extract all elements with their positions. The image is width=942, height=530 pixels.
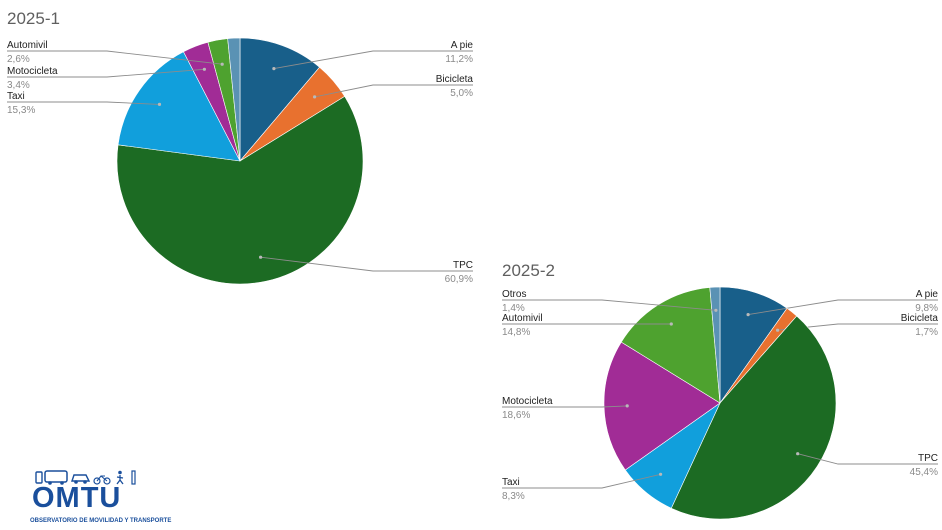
slice-value-tpc: 60,9% [445, 274, 473, 285]
leader-dot-tpc [796, 452, 800, 456]
leader-dot-automivil [220, 62, 224, 66]
leader-line-motocicleta [7, 68, 205, 78]
leader-line-taxi [502, 473, 661, 489]
leader-dot-motocicleta [202, 67, 206, 71]
leader-line-bicicleta [314, 84, 473, 98]
leader-dot-otros [714, 308, 718, 312]
slice-value-motocicleta: 3,4% [7, 80, 30, 91]
leader-line-automivil [7, 50, 223, 65]
leader-dot-a-pie [746, 313, 750, 317]
leader-line-taxi [7, 101, 160, 105]
pie-chart-2025-1: A pie 11,2% Bicicleta 5,0% TPC 60,9% Taxi 15,3%… [7, 37, 474, 285]
slice-label-a-pie: A pie [916, 289, 939, 300]
slice-value-taxi: 15,3% [7, 105, 35, 116]
leader-dot-a-pie [272, 67, 276, 71]
slice-value-tpc: 45,4% [910, 467, 938, 478]
leader-dot-taxi [659, 472, 663, 476]
slice-label-automivil: Automivil [7, 40, 48, 51]
slice-label-taxi: Taxi [7, 91, 25, 102]
slice-value-taxi: 8,3% [502, 491, 525, 502]
pie-slice-tpc [670, 315, 837, 520]
slice-label-otros: Otros [502, 289, 526, 300]
leader-line-a-pie [748, 299, 938, 316]
slice-label-tpc: TPC [453, 260, 473, 271]
logo-subtitle: OBSERVATORIO DE MOVILIDAD Y TRANSPORTE [30, 518, 172, 524]
pie-chart-2025-2: A pie 9,8%Bicicleta 1,7% TPC 45,4% Taxi 8,3% Mo… [502, 286, 939, 520]
slice-value-bicicleta: 1,7% [915, 327, 938, 338]
omtu-logo: OMTU OBSERVATORIO DE MOVILIDAD Y TRANSPO… [28, 470, 171, 528]
chart-title-2025-1: 2025-1 [7, 9, 60, 28]
slice-label-tpc: TPC [918, 453, 938, 464]
slice-label-taxi: Taxi [502, 477, 520, 488]
slice-label-bicicleta: Bicicleta [436, 74, 474, 85]
slice-label-automivil: Automivil [502, 313, 543, 324]
pie-slice-tpc [116, 95, 364, 285]
slice-value-otros: 1,4% [502, 303, 525, 314]
leader-line-tpc [797, 453, 938, 465]
slice-label-bicicleta: Bicicleta [901, 313, 939, 324]
leader-line-motocicleta [502, 405, 628, 408]
pie-slice-otros [709, 286, 721, 404]
leader-dot-motocicleta [625, 404, 629, 408]
leader-line-otros [502, 299, 716, 311]
leader-dot-bicicleta [313, 95, 317, 99]
slice-label-motocicleta: Motocicleta [502, 396, 553, 407]
slice-value-automivil: 14,8% [502, 327, 530, 338]
logo-name: OMTU [32, 482, 122, 514]
leader-dot-automivil [669, 322, 673, 326]
slice-label-a-pie: A pie [451, 40, 474, 51]
slice-value-a-pie: 9,8% [915, 303, 938, 314]
transport-icons [35, 470, 136, 485]
slice-value-motocicleta: 18,6% [502, 410, 530, 421]
leader-dot-bicicleta [776, 328, 780, 332]
slice-value-bicicleta: 5,0% [450, 88, 473, 99]
chart-title-2025-2: 2025-2 [502, 261, 555, 280]
pie-slice-unlabeled [227, 37, 241, 162]
slice-value-automivil: 2,6% [7, 54, 30, 65]
leader-dot-tpc [259, 255, 263, 259]
slice-label-motocicleta: Motocicleta [7, 66, 58, 77]
leader-line-a-pie [273, 50, 473, 70]
pie-slice-automivil [620, 287, 721, 404]
slice-value-a-pie: 11,2% [445, 54, 473, 65]
pie-slice-taxi [117, 51, 241, 162]
leader-dot-taxi [157, 102, 162, 106]
pie-slice-a-pie [239, 37, 321, 162]
leader-line-tpc [260, 256, 473, 272]
